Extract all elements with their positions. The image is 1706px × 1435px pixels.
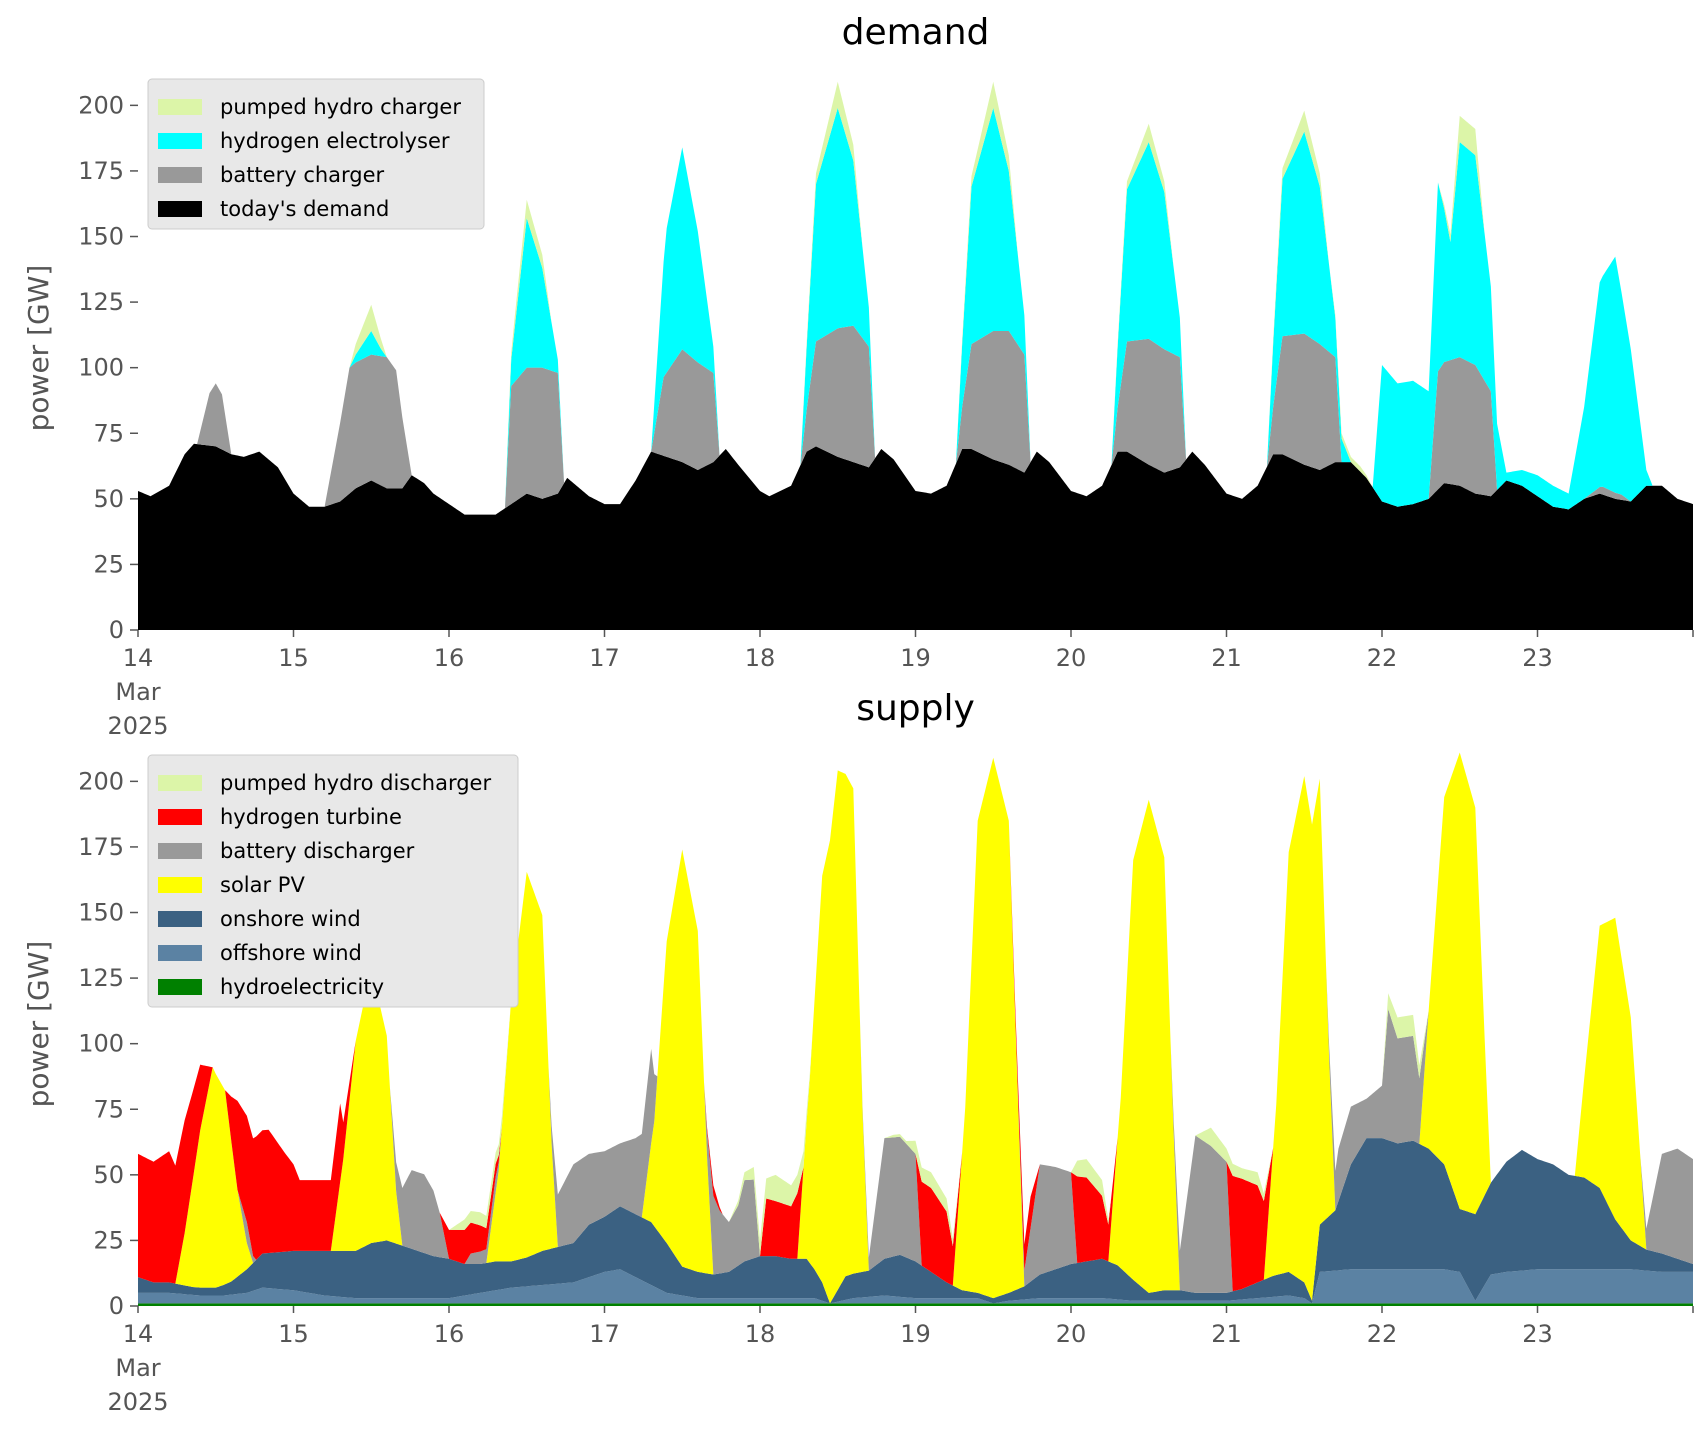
legend-label-hydrogen-electrolyser: hydrogen electrolyser (220, 129, 450, 153)
legend-label-offshore-wind: offshore wind (220, 941, 362, 965)
x-tick-label: 16 (434, 644, 465, 672)
y-tick-label: 0 (109, 1292, 124, 1320)
legend-swatch-battery-charger (158, 167, 202, 183)
x-tick-label: 20 (1056, 644, 1087, 672)
supply-chart-areas (138, 752, 1693, 1306)
x-tick-label: 17 (589, 644, 620, 672)
x-tick-label: 19 (900, 644, 931, 672)
area-solar-pv (138, 752, 1693, 1304)
x-tick-label: 22 (1367, 1320, 1398, 1348)
y-tick-label: 0 (109, 616, 124, 644)
legend-swatch-offshore-wind (158, 945, 202, 961)
legend-swatch-today-s-demand (158, 201, 202, 217)
legend-label-battery-discharger: battery discharger (220, 839, 415, 863)
x-tick-label: 20 (1056, 1320, 1087, 1348)
x-tick-label: 14 (123, 644, 154, 672)
demand-chart: demand power [GW] 0 25 50 75 100 125 150 175 200 14… (22, 12, 1694, 740)
y-tick-label: 75 (93, 1095, 124, 1123)
legend-label-solar-pv: solar PV (220, 873, 305, 897)
x-tick-label: Mar (115, 1354, 160, 1382)
y-tick-label: 100 (78, 354, 124, 382)
x-tick-label: 18 (745, 644, 776, 672)
x-tick-label: 14 (123, 1320, 154, 1348)
legend-swatch-hydrogen-turbine (158, 809, 202, 825)
legend-swatch-onshore-wind (158, 911, 202, 927)
y-tick-label: 25 (93, 550, 124, 578)
y-tick-label: 50 (93, 485, 124, 513)
y-tick-label: 150 (78, 223, 124, 251)
demand-chart-y-axis: 0 25 50 75 100 125 150 175 200 (78, 91, 138, 644)
y-tick-label: 50 (93, 1161, 124, 1189)
x-tick-label: 21 (1211, 644, 1242, 672)
area-onshore-wind (138, 1138, 1693, 1304)
supply-chart-title: supply (856, 688, 975, 729)
x-tick-label: Mar (115, 678, 160, 706)
y-tick-label: 75 (93, 419, 124, 447)
supply-chart: supply power [GW] 0 25 50 75 100 125 150 175 200 14… (22, 688, 1694, 1416)
legend-label-today-s-demand: today's demand (220, 197, 389, 221)
y-tick-label: 175 (78, 157, 124, 185)
x-tick-label: 16 (434, 1320, 465, 1348)
x-tick-label: 15 (278, 644, 309, 672)
legend-label-hydrogen-turbine: hydrogen turbine (220, 805, 402, 829)
legend-swatch-hydrogen-electrolyser (158, 133, 202, 149)
legend-label-battery-charger: battery charger (220, 163, 385, 187)
demand-chart-y-axis-label: power [GW] (22, 265, 55, 432)
y-tick-label: 200 (78, 767, 124, 795)
area-offshore-wind (138, 1269, 1693, 1304)
legend-swatch-hydroelectricity (158, 979, 202, 995)
legend-box (147, 78, 485, 230)
demand-chart-areas (138, 81, 1693, 630)
x-tick-label: 23 (1522, 644, 1553, 672)
y-tick-label: 100 (78, 1030, 124, 1058)
legend-box (147, 754, 519, 1008)
x-tick-label: 21 (1211, 1320, 1242, 1348)
legend-swatch-battery-discharger (158, 843, 202, 859)
supply-chart-x-axis: 14 Mar 2025 15 16 17 18 19 20 21 22 23 (107, 1306, 1694, 1416)
y-tick-label: 175 (78, 833, 124, 861)
legend-label-hydroelectricity: hydroelectricity (220, 975, 384, 999)
x-tick-label: 23 (1522, 1320, 1553, 1348)
supply-chart-y-axis: 0 25 50 75 100 125 150 175 200 (78, 767, 138, 1320)
y-tick-label: 200 (78, 91, 124, 119)
y-tick-label: 150 (78, 899, 124, 927)
legend-label-pumped-hydro-discharger: pumped hydro discharger (220, 771, 491, 795)
x-tick-label: 19 (900, 1320, 931, 1348)
demand-chart-legend: pumped hydro charger hydrogen electrolyse… (147, 78, 485, 230)
area-today-s-demand (138, 443, 1693, 630)
legend-swatch-pumped-hydro-charger (158, 99, 202, 115)
area-hydrogen-electrolyser (138, 107, 1693, 515)
x-tick-label: 17 (589, 1320, 620, 1348)
y-tick-label: 125 (78, 964, 124, 992)
legend-swatch-pumped-hydro-discharger (158, 775, 202, 791)
x-tick-label: 2025 (107, 1388, 168, 1416)
x-tick-label: 22 (1367, 644, 1398, 672)
legend-label-pumped-hydro-charger: pumped hydro charger (220, 95, 461, 119)
demand-chart-x-axis: 14 Mar 2025 15 16 17 18 19 20 21 22 23 (107, 630, 1694, 740)
area-battery-charger (138, 325, 1693, 515)
demand-chart-title: demand (842, 12, 990, 53)
x-tick-label: 18 (745, 1320, 776, 1348)
legend-swatch-solar-pv (158, 877, 202, 893)
supply-chart-y-axis-label: power [GW] (22, 941, 55, 1108)
x-tick-label: 2025 (107, 712, 168, 740)
area-hydroelectricity (138, 1303, 1693, 1306)
area-hydrogen-turbine (138, 752, 1693, 1292)
supply-chart-legend: pumped hydro discharger hydrogen turbine b… (147, 754, 519, 1008)
area-battery-discharger (138, 752, 1693, 1293)
legend-label-onshore-wind: onshore wind (220, 907, 361, 931)
x-tick-label: 15 (278, 1320, 309, 1348)
y-tick-label: 125 (78, 288, 124, 316)
y-tick-label: 25 (93, 1226, 124, 1254)
